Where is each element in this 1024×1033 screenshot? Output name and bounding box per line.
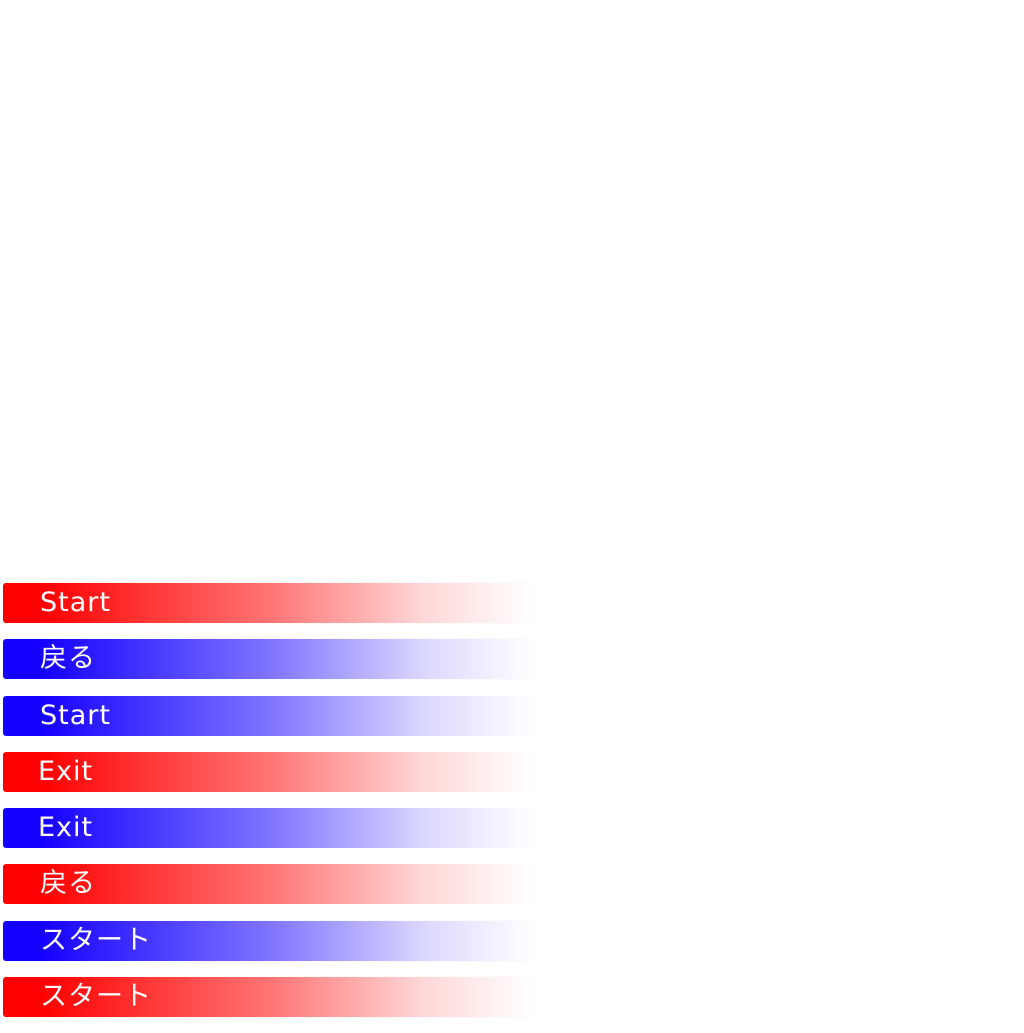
menu-list: Start 戻る Start Exit Exit 戻る スタート スタート	[3, 583, 533, 1033]
start-jp-button[interactable]: スタート	[3, 920, 533, 961]
start-button[interactable]: Start	[3, 583, 533, 623]
button-label: Exit	[38, 812, 94, 844]
button-label: 戻る	[40, 868, 96, 900]
button-label: 戻る	[40, 643, 96, 675]
button-label: Start	[40, 587, 111, 618]
back-button[interactable]: 戻る	[3, 639, 533, 680]
button-label: スタート	[40, 981, 152, 1013]
exit-button[interactable]: Exit	[3, 751, 533, 792]
button-label: Start	[40, 699, 111, 731]
button-label: スタート	[40, 924, 152, 956]
exit-button[interactable]: Exit	[3, 808, 533, 849]
back-button[interactable]: 戻る	[3, 864, 533, 905]
button-label: Exit	[38, 755, 94, 787]
start-button[interactable]: Start	[3, 695, 533, 736]
start-jp-button[interactable]: スタート	[3, 977, 533, 1018]
